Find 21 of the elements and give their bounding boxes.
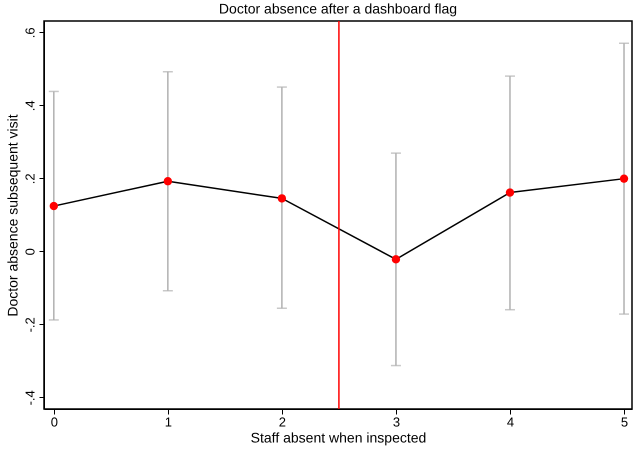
y-tick-label: .2: [22, 173, 38, 184]
x-axis-title: Staff absent when inspected: [250, 430, 426, 446]
point: [392, 255, 400, 264]
x-tick-label: 5: [620, 414, 628, 430]
point: [506, 188, 514, 197]
point: [50, 202, 58, 210]
chart-title: Doctor absence after a dashboard flag: [218, 0, 458, 16]
y-tick-label: -.4: [22, 390, 38, 406]
point: [164, 177, 172, 186]
x-tick-label: 2: [278, 414, 286, 430]
y-tick-label: .4: [22, 100, 38, 112]
x-tick-label: 0: [50, 414, 58, 430]
y-tick-label: 0: [22, 248, 38, 256]
point: [620, 174, 628, 183]
y-axis-title: Doctor absence subsequent visit: [4, 114, 20, 317]
x-tick-label: 4: [506, 414, 514, 430]
x-tick-label: 3: [392, 414, 400, 430]
point: [278, 194, 286, 203]
y-tick-label: -.2: [22, 317, 38, 332]
x-tick-label: 1: [164, 414, 172, 430]
y-tick-label: .6: [22, 27, 38, 38]
